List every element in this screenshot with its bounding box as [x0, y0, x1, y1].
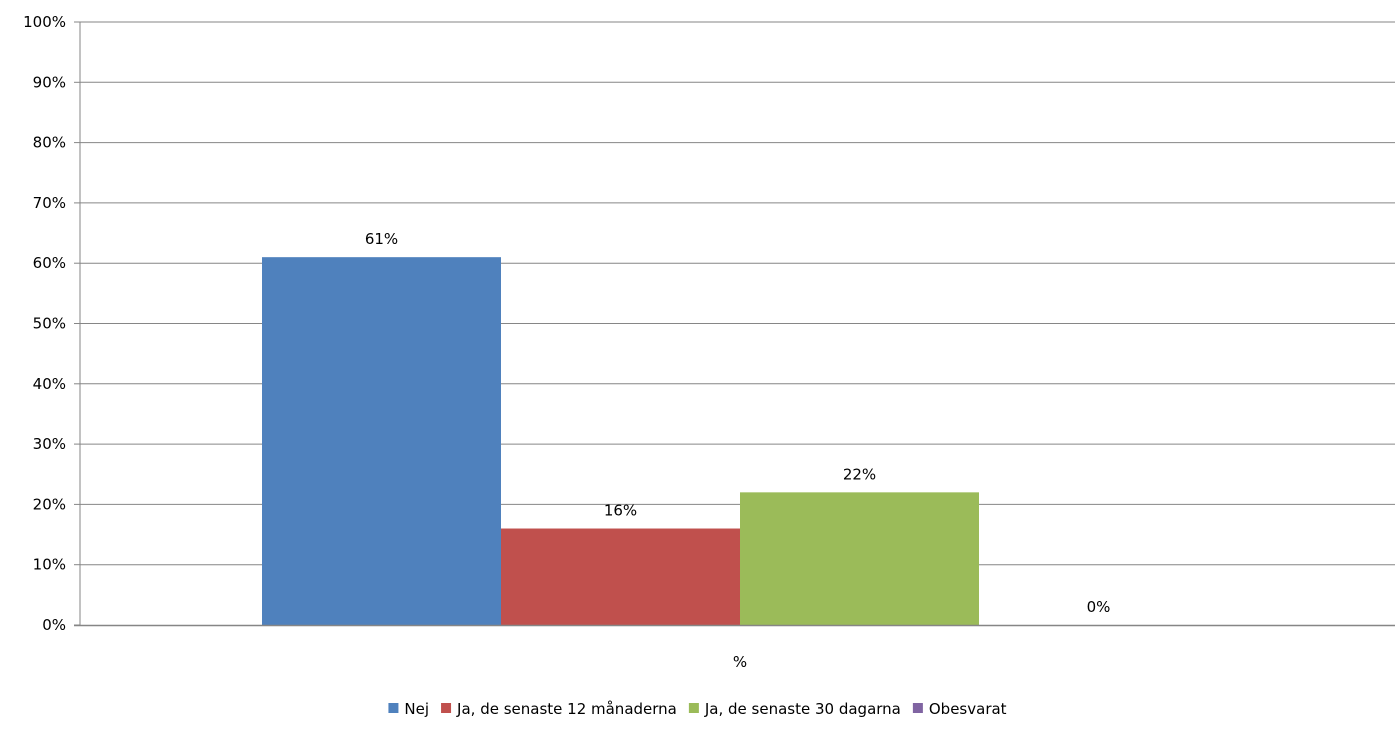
x-category-label: % — [733, 653, 747, 671]
bar — [501, 528, 740, 625]
data-label: 22% — [843, 465, 876, 483]
y-tick-label: 20% — [33, 495, 66, 513]
legend-swatch — [441, 703, 452, 713]
data-label: 16% — [604, 502, 637, 520]
y-tick-label: 0% — [42, 616, 66, 634]
y-tick-label: 10% — [33, 556, 66, 574]
y-tick-label: 40% — [33, 375, 66, 393]
y-tick-label: 100% — [23, 13, 66, 31]
legend-label: Ja, de senaste 30 dagarna — [704, 700, 901, 718]
y-tick-label: 80% — [33, 134, 66, 152]
data-label: 0% — [1087, 598, 1111, 616]
data-labels: 61% 16% 22% 0% — [365, 230, 1111, 616]
data-label: 61% — [365, 230, 398, 248]
bars — [262, 257, 979, 625]
bar — [262, 257, 501, 625]
y-tick-label: 90% — [33, 73, 66, 91]
y-axis-ticks: 0% 10% 20% 30% 40% 50% 60% 70% 80% 90% 100% — [23, 13, 80, 634]
legend-label: Ja, de senaste 12 månaderna — [456, 700, 677, 718]
bar — [740, 492, 979, 625]
axes: % — [74, 22, 1395, 671]
legend-label: Obesvarat — [929, 700, 1007, 718]
legend-swatch — [688, 703, 699, 713]
legend-label: Nej — [404, 700, 429, 718]
legend-swatch — [912, 703, 923, 713]
y-tick-label: 70% — [33, 194, 66, 212]
y-tick-label: 60% — [33, 254, 66, 272]
legend: Nej Ja, de senaste 12 månaderna Ja, de sen… — [388, 700, 1007, 718]
y-tick-label: 30% — [33, 435, 66, 453]
y-tick-label: 50% — [33, 315, 66, 333]
legend-swatch — [388, 703, 399, 713]
